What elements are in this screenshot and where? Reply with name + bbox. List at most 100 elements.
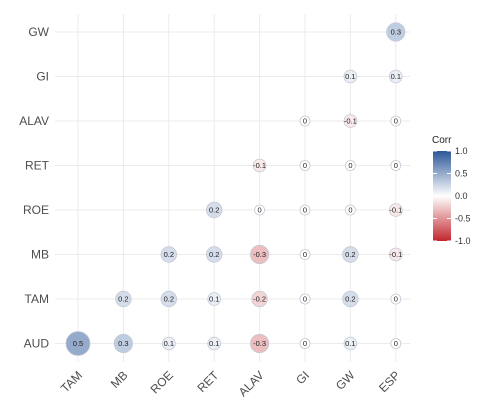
cell-gw-alav: -0.1 bbox=[343, 114, 358, 128]
cell-circle bbox=[162, 336, 176, 351]
cell-value-label: 0 bbox=[348, 206, 352, 215]
cell-circle bbox=[205, 201, 223, 219]
cell-circle bbox=[207, 336, 222, 351]
cell-circle bbox=[390, 338, 402, 349]
cell-circle bbox=[343, 114, 358, 128]
cell-circle bbox=[160, 290, 178, 308]
y-tick-gi: GI bbox=[36, 70, 49, 84]
cell-gi-aud: 0 bbox=[299, 338, 311, 349]
cell-circle bbox=[390, 115, 402, 127]
cell-circle bbox=[388, 203, 403, 217]
cell-circle bbox=[250, 244, 270, 265]
cell-ret-roe: 0.2 bbox=[205, 201, 223, 219]
cell-gi-roe: 0 bbox=[299, 204, 311, 216]
cell-esp-tam: 0 bbox=[390, 293, 402, 305]
cell-circle bbox=[299, 160, 311, 171]
cell-circle bbox=[160, 246, 178, 263]
cell-ret-tam: 0.1 bbox=[207, 292, 222, 306]
grid-lines bbox=[55, 14, 410, 362]
cell-circle bbox=[115, 290, 132, 308]
cell-mb-aud: 0.3 bbox=[113, 333, 134, 354]
cell-circle bbox=[343, 69, 358, 84]
cell-ret-mb: 0.2 bbox=[205, 246, 223, 263]
cell-value-label: 0 bbox=[303, 295, 307, 304]
y-tick-gw: GW bbox=[28, 25, 49, 39]
y-tick-aud: AUD bbox=[24, 337, 50, 351]
cell-alav-ret: -0.1 bbox=[252, 158, 267, 173]
cell-value-label: 0 bbox=[348, 161, 352, 170]
cell-gi-mb: 0 bbox=[299, 249, 311, 260]
x-axis-ticks: TAM MB ROE RET ALAV GI GW ESP bbox=[58, 368, 403, 399]
y-axis-ticks: AUD TAM MB ROE RET ALAV GI GW bbox=[19, 25, 49, 351]
legend-tick-label: 1.0 bbox=[455, 146, 468, 156]
cell-value-label: -0.2 bbox=[253, 295, 266, 304]
cell-gi-tam: 0 bbox=[299, 293, 311, 305]
cell-value-label: 0.2 bbox=[345, 295, 355, 304]
cell-esp-ret: 0 bbox=[390, 160, 402, 171]
cell-esp-aud: 0 bbox=[390, 338, 402, 349]
legend-tick-label: -0.5 bbox=[455, 214, 471, 224]
cell-gw-ret: 0 bbox=[344, 160, 356, 171]
cell-roe-tam: 0.2 bbox=[160, 290, 178, 308]
cell-value-label: 0.3 bbox=[391, 28, 401, 37]
cell-circle bbox=[207, 292, 222, 306]
cell-value-label: -0.1 bbox=[253, 161, 266, 170]
x-tick-esp: ESP bbox=[376, 368, 403, 395]
cell-circle bbox=[205, 246, 223, 263]
x-tick-roe: ROE bbox=[148, 368, 176, 396]
cell-value-label: 0 bbox=[303, 339, 307, 348]
cell-circle bbox=[252, 158, 267, 173]
x-tick-gw: GW bbox=[333, 368, 358, 393]
cell-alav-roe: 0 bbox=[254, 204, 266, 216]
cell-value-label: 0.2 bbox=[164, 250, 174, 259]
cell-esp-gw: 0.3 bbox=[386, 22, 406, 42]
cell-circle bbox=[299, 204, 311, 216]
cell-value-label: 0 bbox=[394, 339, 398, 348]
cell-value-label: 0 bbox=[394, 295, 398, 304]
cell-value-label: 0.3 bbox=[118, 339, 128, 348]
y-tick-mb: MB bbox=[31, 248, 49, 262]
cell-value-label: 0.1 bbox=[209, 339, 219, 348]
cell-tam-aud: 0.5 bbox=[65, 331, 91, 356]
cell-value-label: 0 bbox=[303, 117, 307, 126]
y-tick-tam: TAM bbox=[25, 292, 49, 306]
cell-circle bbox=[113, 333, 134, 354]
cell-gi-alav: 0 bbox=[299, 115, 311, 127]
cell-value-label: 0.2 bbox=[164, 295, 174, 304]
cell-mb-tam: 0.2 bbox=[115, 290, 132, 308]
cell-circle bbox=[254, 204, 266, 216]
x-tick-tam: TAM bbox=[58, 368, 85, 395]
y-tick-alav: ALAV bbox=[19, 114, 49, 128]
x-tick-mb: MB bbox=[108, 368, 131, 391]
cell-gw-tam: 0.2 bbox=[342, 290, 359, 308]
cell-value-label: 0 bbox=[258, 206, 262, 215]
cell-circle bbox=[388, 247, 403, 262]
cell-value-label: 0 bbox=[394, 161, 398, 170]
legend-tick-label: -1.0 bbox=[455, 236, 471, 246]
cell-circle bbox=[344, 204, 356, 216]
cell-circle bbox=[299, 249, 311, 260]
cell-circle bbox=[344, 160, 356, 171]
cell-circle bbox=[388, 69, 403, 84]
cell-circle bbox=[343, 336, 358, 351]
x-tick-gi: GI bbox=[293, 368, 312, 387]
cell-alav-mb: -0.3 bbox=[250, 244, 270, 265]
cell-value-label: 0 bbox=[303, 206, 307, 215]
cell-circle bbox=[390, 160, 402, 171]
cell-value-label: 0.1 bbox=[345, 339, 355, 348]
cell-ret-aud: 0.1 bbox=[207, 336, 222, 351]
legend-ticks: 1.0 0.5 0.0 -0.5 -1.0 bbox=[433, 146, 471, 246]
legend-tick-label: 0.5 bbox=[455, 169, 468, 179]
cell-esp-roe: -0.1 bbox=[388, 203, 403, 217]
x-tick-ret: RET bbox=[194, 368, 221, 395]
cell-alav-tam: -0.2 bbox=[251, 290, 268, 308]
cell-gw-aud: 0.1 bbox=[343, 336, 358, 351]
legend: Corr 1.0 0.5 0.0 -0.5 -1.0 bbox=[432, 135, 471, 246]
cell-circle bbox=[299, 338, 311, 349]
cell-circle bbox=[342, 246, 359, 263]
cell-circle bbox=[390, 293, 402, 305]
cell-value-label: -0.1 bbox=[389, 206, 402, 215]
cell-value-label: 0.2 bbox=[209, 206, 219, 215]
cell-value-label: -0.3 bbox=[253, 250, 266, 259]
